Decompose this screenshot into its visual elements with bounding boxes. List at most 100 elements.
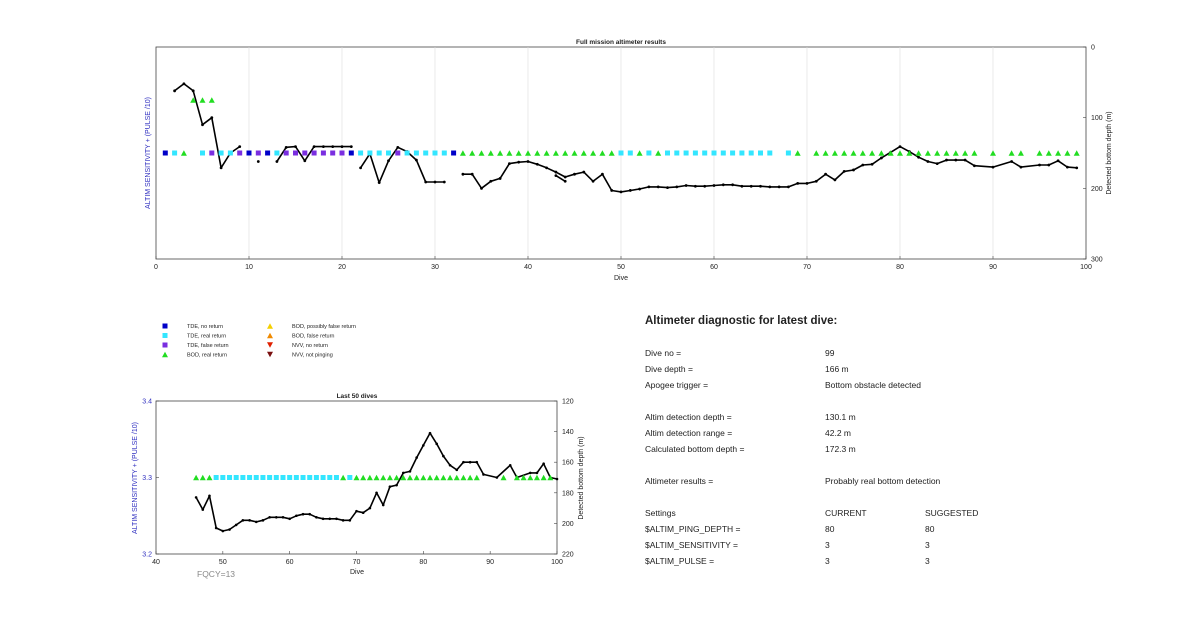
depth-point <box>628 189 632 192</box>
status-marker <box>267 475 273 480</box>
depth-point <box>415 456 418 459</box>
depth-point <box>898 145 902 149</box>
depth-point <box>387 159 390 163</box>
status-marker <box>347 475 353 480</box>
right-tick-label: 200 <box>1091 186 1103 193</box>
x-tick-label: 30 <box>431 264 439 271</box>
status-marker <box>227 475 233 480</box>
depth-point <box>401 471 405 475</box>
depth-point <box>219 166 223 170</box>
top-x-axis-label: Dive <box>614 275 628 282</box>
depth-point <box>610 189 614 192</box>
status-marker <box>758 150 763 156</box>
status-marker <box>423 150 429 156</box>
status-marker <box>427 474 434 481</box>
status-marker <box>320 475 326 480</box>
status-marker <box>366 474 373 481</box>
right-tick-label: 180 <box>562 490 574 497</box>
status-marker <box>692 150 698 156</box>
status-marker <box>1073 150 1080 156</box>
depth-point <box>377 181 381 185</box>
depth-point <box>833 178 837 182</box>
status-marker <box>636 150 643 156</box>
top-right-axis-label: Detected bottom depth (m) <box>1106 111 1113 194</box>
status-marker <box>209 150 215 156</box>
legend-label: NVV, not pinging <box>292 353 333 359</box>
depth-point <box>1019 165 1023 169</box>
status-marker <box>280 475 286 480</box>
diagnostic-title: Altimeter diagnostic for latest dive: <box>645 315 838 327</box>
status-marker <box>785 150 791 156</box>
depth-point <box>852 168 855 172</box>
status-marker <box>393 474 400 481</box>
right-tick-label: 0 <box>1091 45 1095 52</box>
depth-point <box>963 158 967 162</box>
depth-point <box>824 172 827 176</box>
status-marker <box>339 150 345 156</box>
status-marker <box>287 475 293 480</box>
depth-point <box>321 517 325 521</box>
status-marker <box>934 150 941 156</box>
status-marker <box>311 150 317 156</box>
status-marker <box>213 475 219 480</box>
x-tick-label: 50 <box>219 559 227 566</box>
status-marker <box>478 150 485 156</box>
depth-point <box>694 184 697 188</box>
calc-bottom-value: 172.3 m <box>825 444 856 454</box>
depth-point <box>375 491 378 495</box>
depth-point <box>201 123 204 127</box>
depth-point <box>428 431 432 435</box>
depth-point <box>482 473 485 476</box>
status-marker <box>413 474 420 481</box>
depth-point <box>638 187 641 191</box>
legend-marker <box>162 351 168 358</box>
depth-point <box>508 463 512 467</box>
depth-point <box>288 517 291 521</box>
x-tick-label: 100 <box>1080 264 1092 271</box>
top-chart-title: Full mission altimeter results <box>576 39 666 46</box>
settings-label: Settings <box>645 508 676 518</box>
status-marker <box>333 475 339 480</box>
bottom-axes: 40 50 60 70 80 90 100 120 140 160 180 200 220 3.2 3.3 3… <box>142 399 574 567</box>
top-chart: 0 10 20 30 40 50 60 70 80 90 100 0 100 200 300 Full mi… <box>145 39 1113 282</box>
status-marker <box>748 150 754 156</box>
depth-point <box>842 169 846 173</box>
depth-point <box>563 175 567 179</box>
status-marker <box>447 474 454 481</box>
status-marker <box>469 150 476 156</box>
status-marker <box>358 150 364 156</box>
status-marker <box>540 474 547 481</box>
depth-point <box>573 172 576 176</box>
status-marker <box>915 150 922 156</box>
pulse-row: $ALTIM_PULSE = 3 3 <box>645 556 1095 568</box>
status-marker <box>253 475 259 480</box>
dive-depth-row: Dive depth = 166 m <box>645 364 1095 376</box>
ping-depth-label: $ALTIM_PING_DEPTH = <box>645 524 741 534</box>
status-marker <box>590 150 597 156</box>
depth-point <box>545 166 548 170</box>
depth-point <box>517 160 521 164</box>
depth-point <box>238 145 242 149</box>
ping-depth-current: 80 <box>825 524 835 534</box>
status-marker <box>293 150 298 156</box>
depth-point <box>328 517 332 521</box>
detect-depth-label: Altim detection depth = <box>645 412 732 422</box>
status-marker <box>869 150 876 156</box>
right-tick-label: 160 <box>562 460 574 467</box>
depth-point <box>348 519 352 522</box>
sensitivity-current: 3 <box>825 540 830 550</box>
legend-label: TDE, real return <box>187 334 226 340</box>
depth-point <box>275 160 279 163</box>
status-marker <box>878 150 885 156</box>
status-marker <box>200 150 205 156</box>
depth-point <box>408 470 412 473</box>
depth-point <box>234 523 238 527</box>
status-marker <box>330 150 336 156</box>
calc-bottom-row: Calculated bottom depth = 172.3 m <box>645 444 1095 456</box>
legend-marker <box>267 351 273 358</box>
status-marker <box>599 150 606 156</box>
status-marker <box>1008 150 1015 156</box>
detect-depth-value: 130.1 m <box>825 412 856 422</box>
suggested-label: SUGGESTED <box>925 508 979 518</box>
